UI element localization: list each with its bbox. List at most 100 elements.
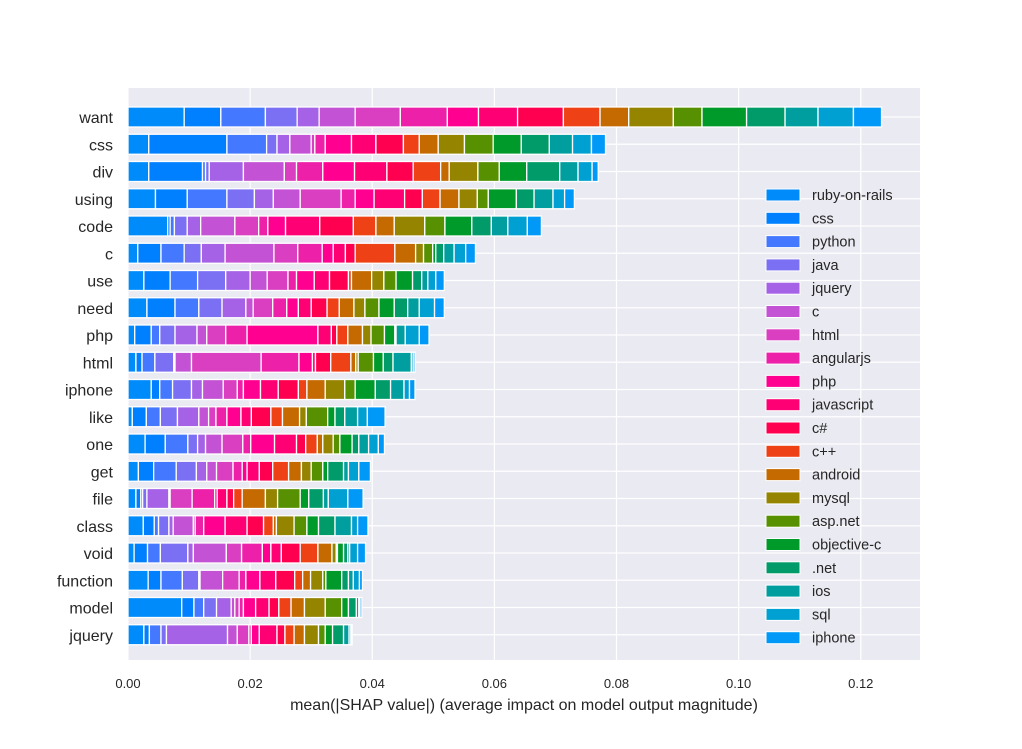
- bar-segment-c-c++: [354, 242, 396, 264]
- bar-segment-get-asp.net: [310, 460, 324, 482]
- bar-segment-jquery-java: [160, 624, 168, 646]
- bar-segment-want-mysql: [628, 106, 674, 128]
- legend-swatch: [765, 468, 801, 482]
- bar-segment-iphone-asp.net: [344, 378, 356, 401]
- legend-label: html: [812, 328, 839, 344]
- bar-segment-model-android: [290, 596, 306, 619]
- bar-segment-using-jquery: [253, 188, 274, 210]
- bar-segment-php-c++: [336, 324, 349, 346]
- bar-segment-code-ruby-on-rails: [127, 215, 169, 237]
- bar-segment-use-asp.net: [383, 269, 397, 292]
- bar-segment-void-sql: [349, 542, 359, 564]
- bar-segment-div-sql: [577, 160, 593, 183]
- bar-segment-want-php: [446, 106, 480, 128]
- bar-segment-iphone-php: [242, 378, 262, 401]
- bar-segment-model-asp.net: [324, 596, 343, 619]
- bar-segment-class-c#: [246, 515, 265, 537]
- bar-segment-using-css: [154, 188, 188, 210]
- bar-segment-like-iphone: [366, 406, 386, 428]
- bar-segment-php-iphone: [418, 324, 430, 346]
- bar-segment-iphone-iphone: [408, 378, 416, 401]
- legend-label: asp.net: [812, 514, 860, 530]
- bar-segment-like-angularjs: [215, 406, 228, 428]
- y-tick-label: like: [89, 410, 113, 427]
- bar-segment-use-iphone: [435, 269, 445, 292]
- bar-segment-div-ruby-on-rails: [127, 160, 150, 183]
- bar-segment-div-jquery: [208, 160, 245, 183]
- legend-label: angularjs: [812, 351, 871, 367]
- legend-label: android: [812, 468, 860, 484]
- bar-segment-function-sql: [352, 569, 361, 591]
- bar-segment-void-javascript: [270, 542, 282, 564]
- bar-segment-php-python: [150, 324, 161, 346]
- bar-segment-php-php: [246, 324, 319, 346]
- bar-segment-void-jquery: [187, 542, 194, 564]
- bar-segment-using-objective-c: [487, 188, 518, 210]
- legend-label: java: [811, 258, 840, 274]
- bar-segment-c-sql: [453, 242, 467, 264]
- bar-segment-css-.net: [520, 133, 550, 155]
- bar-segment-want-android: [599, 106, 630, 128]
- bar-segment-file-mysql: [264, 487, 279, 510]
- bar-segment-php-mysql: [361, 324, 372, 346]
- bar-segment-php-angularjs: [225, 324, 248, 346]
- legend-label: objective-c: [812, 538, 881, 554]
- bar-segment-like-c++: [270, 406, 284, 428]
- bar-segment-using-python: [186, 188, 228, 210]
- bar-segment-css-sql: [571, 133, 593, 155]
- bar-segment-class-.net: [317, 515, 336, 537]
- x-tick-label: 0.04: [360, 676, 385, 691]
- y-tick-label: c: [105, 246, 113, 263]
- bar-segment-iphone-sql: [403, 378, 411, 401]
- bar-segment-function-c#: [275, 569, 296, 591]
- bar-segment-get-jquery: [195, 460, 208, 482]
- y-tick-label: file: [93, 492, 114, 509]
- bar-segment-class-mysql: [275, 515, 295, 537]
- bar-segment-div-c++: [412, 160, 442, 183]
- legend-swatch: [765, 258, 801, 272]
- bar-segment-iphone-ruby-on-rails: [127, 378, 152, 401]
- bar-segment-file-iphone: [347, 487, 364, 510]
- bar-segment-using-iphone: [563, 188, 576, 210]
- legend-swatch: [765, 235, 801, 249]
- bar-segment-html-iphone: [412, 351, 416, 373]
- bar-segment-html-objective-c: [372, 351, 384, 373]
- bar-segment-one-javascript: [273, 433, 298, 455]
- bar-segment-model-iphone: [359, 596, 363, 619]
- bar-segment-function-php: [245, 569, 261, 591]
- bar-segment-c-ruby-on-rails: [127, 242, 139, 264]
- bar-segment-use-android: [350, 269, 373, 292]
- bar-segment-function-java: [181, 569, 200, 591]
- bar-segment-void-css: [133, 542, 149, 564]
- bar-segment-want-javascript: [477, 106, 519, 128]
- bar-segment-jquery-ruby-on-rails: [127, 624, 145, 646]
- legend-label: iphone: [812, 631, 856, 647]
- bar-segment-like-css: [131, 406, 147, 428]
- bar-segment-get-mysql: [300, 460, 312, 482]
- bar-segment-file-ruby-on-rails: [127, 487, 137, 510]
- bar-segment-css-php: [324, 133, 353, 155]
- bar-segment-function-javascript: [259, 569, 277, 591]
- bar-segment-want-c#: [516, 106, 565, 128]
- bar-segment-one-android: [316, 433, 324, 455]
- y-tick-label: void: [84, 546, 113, 563]
- bar-segment-function-css: [147, 569, 162, 591]
- bar-segment-want-java: [264, 106, 298, 128]
- y-tick-label: class: [77, 519, 113, 536]
- bar-segment-file-.net: [308, 487, 325, 510]
- legend-label: c#: [812, 421, 827, 437]
- bar-segment-html-python: [141, 351, 156, 373]
- bar-segment-function-c++: [294, 569, 304, 591]
- bar-segment-use-.net: [411, 269, 423, 292]
- bar-segment-div-angularjs: [295, 160, 324, 183]
- bar-segment-want-css: [183, 106, 222, 128]
- bar-segment-file-ios: [322, 487, 329, 510]
- bar-segment-using-html: [299, 188, 342, 210]
- bar-segment-html-c++: [330, 351, 352, 373]
- bar-segment-using-angularjs: [340, 188, 356, 210]
- bar-segment-jquery-jquery: [165, 624, 229, 646]
- bar-segment-model-ruby-on-rails: [127, 596, 183, 619]
- bar-segment-class-iphone: [356, 515, 369, 537]
- bar-segment-html-asp.net: [357, 351, 375, 373]
- bar-segment-jquery-asp.net: [317, 624, 326, 646]
